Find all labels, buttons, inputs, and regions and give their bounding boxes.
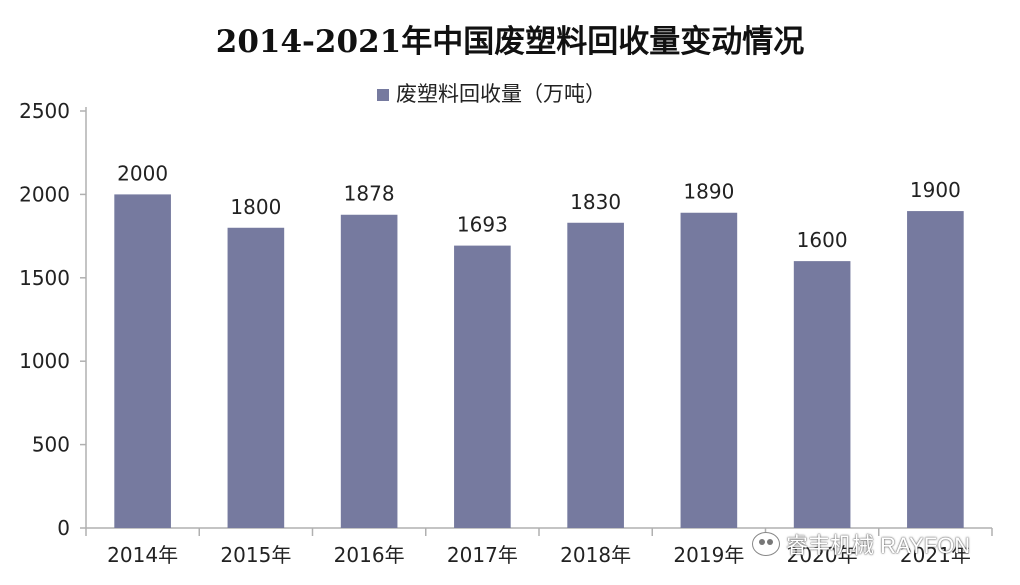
y-tick-label: 2000 bbox=[19, 182, 70, 206]
x-tick-label: 2020年 bbox=[787, 543, 858, 567]
watermark: 睿丰机械 RAYFON bbox=[752, 528, 970, 560]
data-label: 1800 bbox=[230, 195, 281, 219]
bar-2014年 bbox=[114, 194, 171, 528]
data-label: 1693 bbox=[457, 213, 508, 237]
y-tick-label: 500 bbox=[32, 433, 70, 457]
x-tick-label: 2016年 bbox=[334, 543, 405, 567]
chart-title: 2014-2021年中国废塑料回收量变动情况 bbox=[216, 24, 804, 60]
bar-2015年 bbox=[227, 227, 285, 528]
data-label: 1600 bbox=[797, 228, 848, 252]
data-label: 1900 bbox=[910, 178, 961, 202]
y-tick-label: 2500 bbox=[19, 99, 70, 123]
data-label: 1890 bbox=[683, 180, 734, 204]
bar-2020年 bbox=[793, 261, 851, 528]
bar-2017年 bbox=[454, 245, 511, 528]
legend-label: 废塑料回收量（万吨） bbox=[396, 82, 606, 106]
y-tick-label: 1500 bbox=[19, 266, 70, 290]
data-label: 1878 bbox=[344, 182, 395, 206]
x-tick-label: 2017年 bbox=[447, 543, 518, 567]
bars: 2000 1800 1878 1693 1830 1890 1600 1900 bbox=[114, 161, 964, 529]
x-tick-label: 2018年 bbox=[560, 543, 631, 567]
bar-2016年 bbox=[340, 214, 398, 528]
x-tick-label: 2014年 bbox=[107, 543, 178, 567]
data-label: 2000 bbox=[117, 161, 168, 185]
watermark-text: 睿丰机械 RAYFON bbox=[786, 533, 971, 558]
y-tick-label: 0 bbox=[57, 516, 70, 540]
y-tick-label: 1000 bbox=[19, 349, 70, 373]
bar-2019年 bbox=[680, 212, 738, 529]
legend-swatch bbox=[377, 89, 389, 101]
x-tick-label: 2021年 bbox=[900, 543, 971, 567]
bar-2018年 bbox=[567, 222, 624, 529]
bar-2021年 bbox=[907, 211, 964, 528]
wechat-icon bbox=[752, 532, 780, 556]
legend: 废塑料回收量（万吨） bbox=[377, 82, 606, 106]
axes: 0 500 1000 1500 2000 2500 2014年 2015年 2016年 2017年… bbox=[19, 99, 993, 567]
data-label: 1830 bbox=[570, 190, 621, 214]
x-tick-label: 2015年 bbox=[220, 543, 291, 567]
x-tick-label: 2019年 bbox=[673, 543, 744, 567]
